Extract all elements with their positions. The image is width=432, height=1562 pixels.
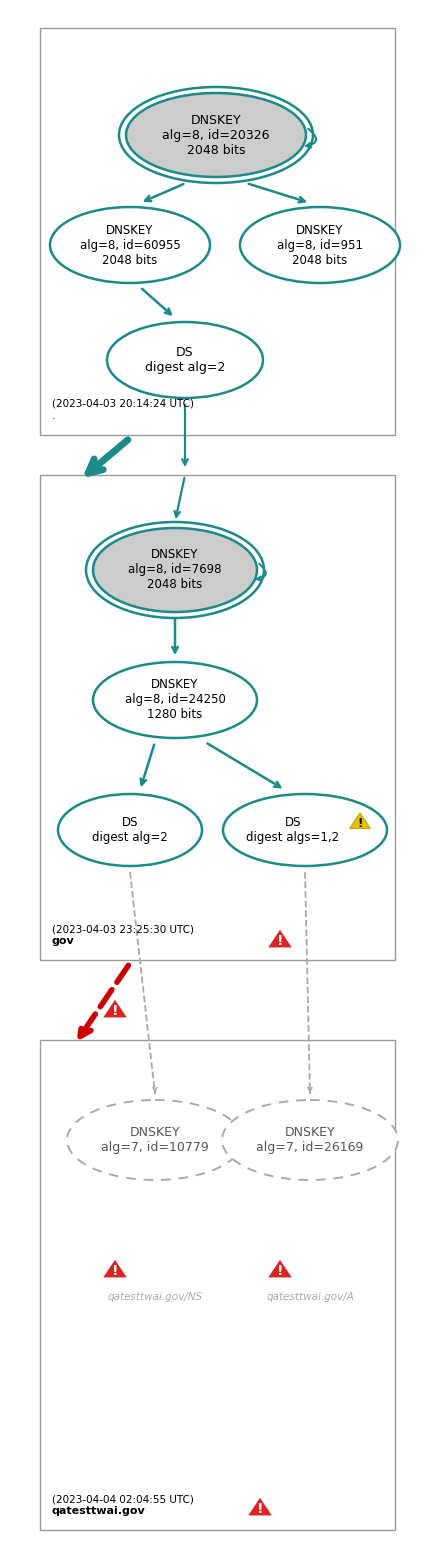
Text: DNSKEY
alg=8, id=7698
2048 bits: DNSKEY alg=8, id=7698 2048 bits [128,548,222,592]
FancyArrowPatch shape [306,128,316,147]
Text: (2023-04-04 02:04:55 UTC): (2023-04-04 02:04:55 UTC) [52,1493,194,1504]
Polygon shape [102,1259,128,1278]
Text: !: ! [277,1264,283,1278]
Ellipse shape [67,1100,243,1179]
Text: DNSKEY
alg=8, id=60955
2048 bits: DNSKEY alg=8, id=60955 2048 bits [79,223,181,267]
Text: qatesttwai.gov/A: qatesttwai.gov/A [266,1292,354,1303]
Bar [40,1040,395,1531]
Bar [40,28,395,434]
Ellipse shape [126,94,306,177]
Ellipse shape [93,528,257,612]
Text: .: . [52,411,56,422]
Text: DNSKEY
alg=7, id=10779: DNSKEY alg=7, id=10779 [101,1126,209,1154]
Ellipse shape [223,793,387,865]
Text: gov: gov [52,936,75,947]
Bar [40,475,395,961]
Text: DNSKEY
alg=8, id=24250
1280 bits: DNSKEY alg=8, id=24250 1280 bits [124,678,226,722]
Text: qatesttwai.gov: qatesttwai.gov [52,1506,146,1517]
Text: !: ! [257,1503,263,1517]
Text: DS
digest algs=1,2: DS digest algs=1,2 [246,815,340,843]
Polygon shape [102,998,128,1018]
FancyArrowPatch shape [257,564,266,581]
Ellipse shape [93,662,257,737]
Text: DNSKEY
alg=8, id=20326
2048 bits: DNSKEY alg=8, id=20326 2048 bits [162,114,270,156]
Text: DS
digest alg=2: DS digest alg=2 [145,347,225,373]
Polygon shape [349,812,370,828]
Text: (2023-04-03 23:25:30 UTC): (2023-04-03 23:25:30 UTC) [52,925,194,934]
Ellipse shape [58,793,202,865]
Text: DNSKEY
alg=8, id=951
2048 bits: DNSKEY alg=8, id=951 2048 bits [277,223,363,267]
Text: !: ! [112,1004,118,1018]
Text: !: ! [112,1264,118,1278]
Ellipse shape [107,322,263,398]
Text: qatesttwai.gov/NS: qatesttwai.gov/NS [108,1292,203,1303]
Polygon shape [267,929,293,948]
Polygon shape [267,1259,293,1278]
Text: !: ! [357,817,363,829]
Ellipse shape [240,208,400,283]
Text: (2023-04-03 20:14:24 UTC): (2023-04-03 20:14:24 UTC) [52,398,194,409]
Ellipse shape [50,208,210,283]
Text: DNSKEY
alg=7, id=26169: DNSKEY alg=7, id=26169 [256,1126,364,1154]
Ellipse shape [222,1100,398,1179]
Text: !: ! [277,934,283,948]
Polygon shape [247,1496,273,1517]
Text: DS
digest alg=2: DS digest alg=2 [92,815,168,843]
